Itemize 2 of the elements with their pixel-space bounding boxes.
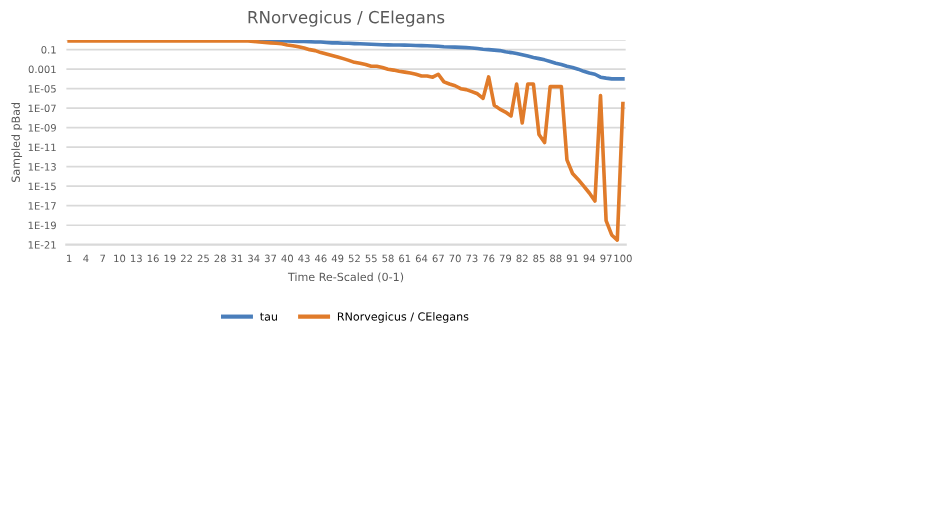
chart-title: RNorvegicus / CElegans	[248, 10, 445, 27]
line-series	[67, 39, 625, 242]
